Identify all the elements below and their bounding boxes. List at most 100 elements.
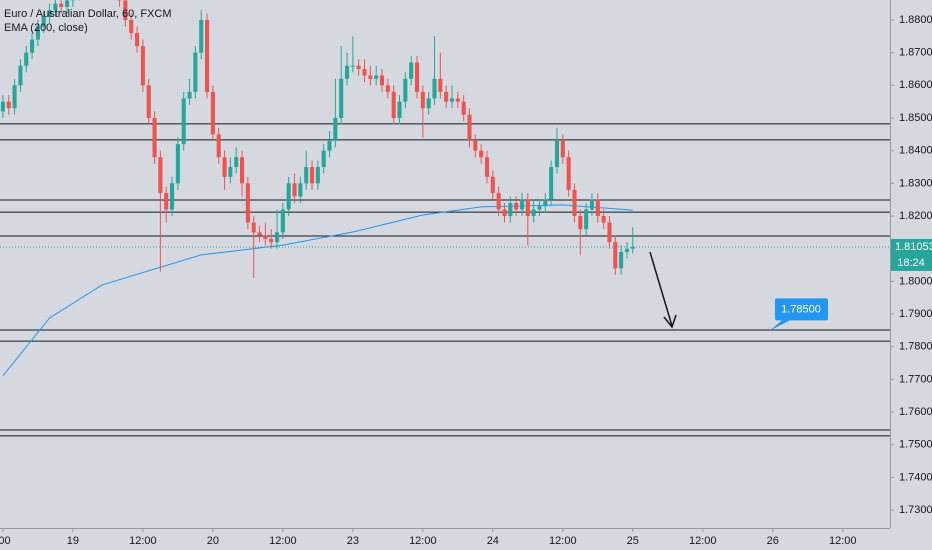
candle-body xyxy=(164,193,169,210)
candle-body xyxy=(619,251,624,269)
y-tick-label: 1.84000 xyxy=(899,145,932,157)
candle-body xyxy=(461,101,466,115)
countdown-box xyxy=(891,254,932,271)
candle-body xyxy=(333,118,338,141)
y-tick-label: 1.79000 xyxy=(899,308,932,320)
candle-body xyxy=(432,78,437,99)
candle-body xyxy=(47,10,52,17)
y-tick-label: 1.77000 xyxy=(899,373,932,385)
candle-body xyxy=(537,206,542,210)
candle-body xyxy=(146,85,151,119)
candle-body xyxy=(327,140,332,151)
candle-body xyxy=(59,3,64,7)
target-label: 1.78500 xyxy=(781,303,821,315)
candle-body xyxy=(35,26,40,40)
candle-body xyxy=(18,65,23,86)
candle-body xyxy=(140,46,145,86)
candle-body xyxy=(234,157,239,168)
candle-body xyxy=(496,193,501,210)
candle-body xyxy=(210,91,215,135)
candle-body xyxy=(613,242,618,269)
x-tick-label: 23 xyxy=(347,535,359,547)
candle-body xyxy=(374,75,379,79)
candle-body xyxy=(566,157,571,190)
candle-body xyxy=(315,167,320,184)
candle-body xyxy=(152,118,157,158)
chart-title: Euro / Australian Dollar, 60, FXCM xyxy=(4,8,172,20)
x-tick-label: 12:00 xyxy=(409,535,437,547)
candle-body xyxy=(525,199,530,217)
y-tick-label: 1.82000 xyxy=(899,210,932,222)
candle-body xyxy=(379,75,385,86)
candle-body xyxy=(199,19,204,53)
candle-body xyxy=(6,101,11,109)
candle-body xyxy=(444,91,449,102)
candle-body xyxy=(30,39,35,53)
candle-body xyxy=(502,209,507,217)
x-tick-label: 12:00 xyxy=(129,535,157,547)
arrow xyxy=(649,251,673,327)
candle-body xyxy=(193,52,198,92)
candle-body xyxy=(397,101,402,119)
candle-body xyxy=(309,167,315,184)
last-price-label: 1.81053 xyxy=(895,241,932,253)
target-box xyxy=(775,298,828,321)
candle-body xyxy=(24,52,29,66)
candle-body xyxy=(362,69,367,76)
candle-body xyxy=(274,232,280,243)
candle-body xyxy=(584,209,589,230)
candle-body xyxy=(385,85,390,92)
candle-body xyxy=(479,150,484,158)
candle-body xyxy=(630,247,635,249)
candle-body xyxy=(228,167,233,177)
candle-body xyxy=(175,144,180,184)
candle-body xyxy=(414,62,420,92)
x-tick-label: 12:00 xyxy=(549,535,577,547)
candle-body xyxy=(531,209,536,217)
y-tick-label: 1.87000 xyxy=(899,47,932,59)
candle-body xyxy=(12,85,17,109)
candle-body xyxy=(624,248,630,252)
candle-body xyxy=(251,222,256,233)
candle-body xyxy=(280,209,285,233)
candle-body xyxy=(269,238,274,243)
y-tick-label: 1.86000 xyxy=(899,79,932,91)
candle-body xyxy=(519,199,525,210)
candle-body xyxy=(607,222,612,243)
x-tick-label: 25 xyxy=(627,535,639,547)
candle-body xyxy=(263,235,268,239)
candle-body xyxy=(123,0,128,20)
candle-body xyxy=(53,3,58,11)
x-tick-label: 12:00 xyxy=(689,535,717,547)
x-tick-label: 19 xyxy=(67,535,79,547)
y-tick-label: 1.78000 xyxy=(899,341,932,353)
candle-body xyxy=(187,91,192,99)
x-tick-label: :00 xyxy=(0,535,11,547)
candle-body xyxy=(304,167,309,184)
candle-body xyxy=(222,157,227,177)
candle-body xyxy=(601,216,606,223)
candle-body xyxy=(409,62,414,79)
candle-body xyxy=(129,19,134,34)
y-tick-label: 1.76000 xyxy=(899,406,932,418)
candle-body xyxy=(391,91,396,119)
candle-body xyxy=(216,134,221,158)
candle-body xyxy=(0,101,5,112)
x-tick-label: 24 xyxy=(487,535,499,547)
plot-area xyxy=(0,0,890,437)
x-tick-label: 20 xyxy=(207,535,219,547)
candle-body xyxy=(344,65,350,79)
candle-body xyxy=(595,199,600,217)
candle-body xyxy=(549,167,554,200)
candle-body xyxy=(560,140,565,158)
last-price-box xyxy=(891,238,932,255)
candle-body xyxy=(292,183,297,197)
y-tick-label: 1.85000 xyxy=(899,112,932,124)
y-tick-label: 1.75000 xyxy=(899,439,932,451)
x-tick-label: 12:00 xyxy=(269,535,297,547)
candle-body xyxy=(403,78,408,102)
candle-body xyxy=(321,150,326,168)
